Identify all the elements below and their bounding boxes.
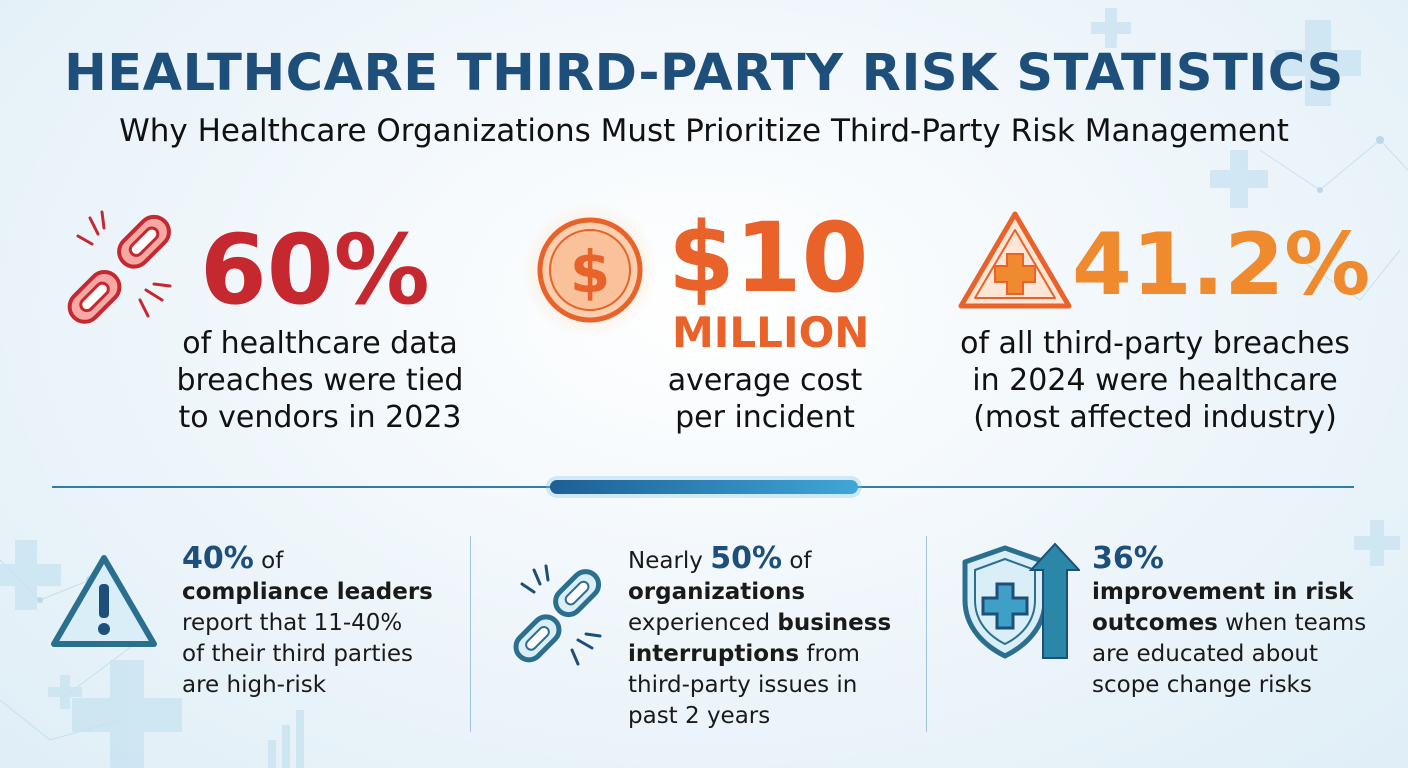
stat-description-line: of healthcare data: [182, 326, 458, 361]
stat-text-fragment: outcomes: [1092, 610, 1218, 636]
stat-description: of healthcare data breaches were tied to…: [150, 325, 490, 436]
stat-value: 60%: [200, 214, 430, 326]
section-divider-accent: [550, 480, 858, 494]
stat-text-line: are educated about: [1092, 641, 1319, 667]
stat-text-line: scope change risks: [1092, 672, 1312, 698]
stat-description-line: of all third-party breaches: [960, 326, 1350, 361]
dollar-coin-icon: $: [522, 202, 658, 338]
stat-description: of all third-party breaches in 2024 were…: [945, 325, 1365, 436]
stat-text-fragment: interruptions: [628, 641, 800, 667]
broken-chain-icon: [513, 564, 602, 666]
stat-text-fragment: when teams: [1217, 610, 1367, 636]
stat-text-line: report that 11-40%: [182, 610, 403, 636]
shield-arrow-icon: [962, 542, 1080, 659]
stat-text-fragment: of: [253, 548, 284, 574]
stat-percent: 50%: [710, 541, 783, 576]
stat-text: 36% improvement in risk outcomes when te…: [1092, 543, 1392, 701]
stat-text-line: are high-risk: [182, 672, 327, 698]
column-separator: [926, 536, 927, 732]
stat-text-fragment: from: [799, 641, 860, 667]
svg-text:$: $: [570, 238, 610, 306]
stat-description-line: (most affected industry): [973, 400, 1337, 435]
stat-description-line: average cost: [667, 363, 863, 398]
stat-percent: 36%: [1092, 541, 1164, 576]
stat-description-line: per incident: [675, 400, 855, 435]
warning-medical-icon: [958, 211, 1072, 309]
stat-description-line: in 2024 were healthcare: [972, 363, 1338, 398]
page-subtitle: Why Healthcare Organizations Must Priori…: [119, 113, 1289, 149]
column-separator: [470, 536, 471, 732]
stat-text-line: organizations: [628, 579, 806, 605]
stat-description-line: to vendors in 2023: [178, 400, 462, 435]
stat-text-line: third-party issues in: [628, 672, 858, 698]
stat-text-line: compliance leaders: [182, 579, 433, 605]
stat-description: average cost per incident: [620, 362, 910, 436]
stat-text: Nearly 50% of organizations experienced …: [628, 543, 918, 732]
page-title: HEALTHCARE THIRD-PARTY RISK STATISTICS: [64, 44, 1344, 103]
stat-text-fragment: experienced: [628, 610, 778, 636]
stat-text: 40% of compliance leaders report that 11…: [182, 543, 452, 701]
stat-text-fragment: business: [777, 610, 892, 636]
warning-triangle-icon: [51, 555, 157, 647]
stat-text-line: past 2 years: [628, 703, 771, 729]
stat-text-line: improvement in risk: [1092, 579, 1354, 605]
stat-description-line: breaches were tied: [176, 363, 464, 398]
stat-value: 41.2%: [1072, 215, 1371, 315]
stat-text-line: of their third parties: [182, 641, 414, 667]
stat-unit: MILLION: [672, 308, 870, 357]
stat-percent: 40%: [182, 541, 254, 576]
stat-value: $10: [668, 202, 869, 314]
stat-text-fragment: of: [782, 548, 812, 574]
stat-text-fragment: Nearly: [628, 548, 711, 574]
broken-chain-icon: [67, 210, 172, 324]
